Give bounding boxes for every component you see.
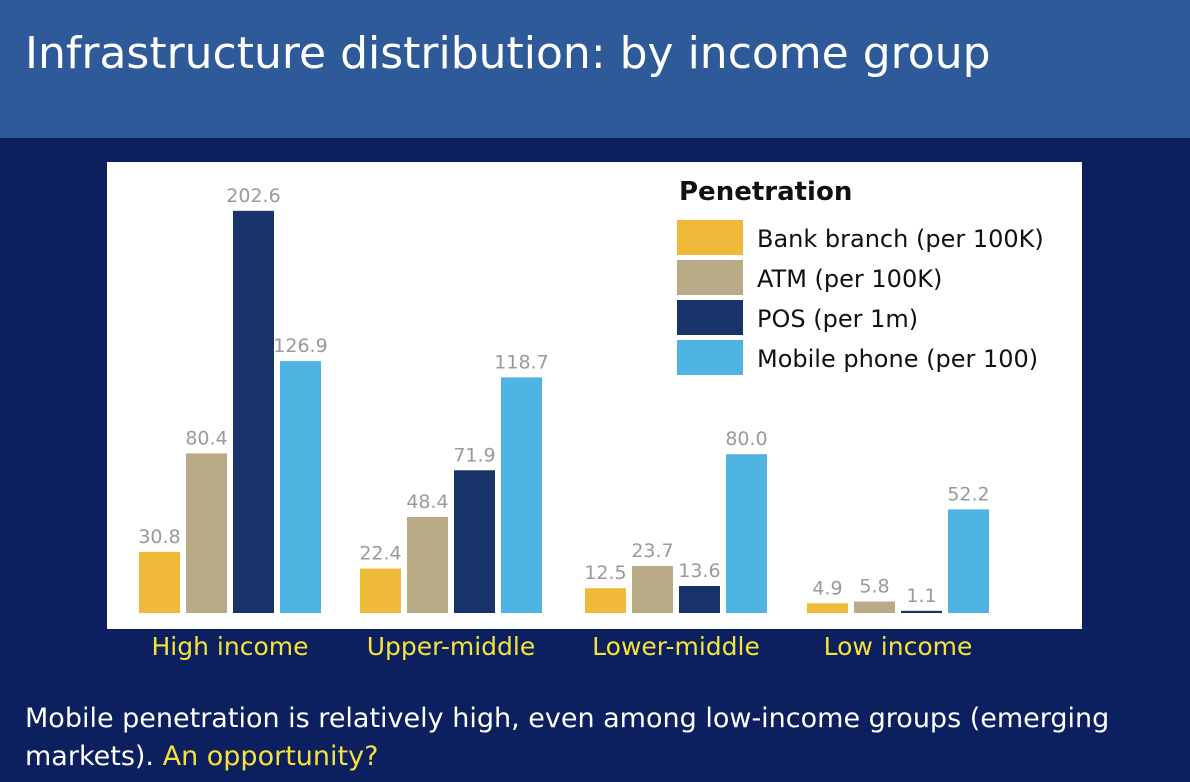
bar-2-1 <box>186 453 227 613</box>
bar-3-4 <box>901 610 942 613</box>
bar-4-3 <box>726 454 767 613</box>
data-label-1-3: 12.5 <box>584 562 626 584</box>
legend-swatch-1 <box>677 220 743 255</box>
bar-4-4 <box>948 509 989 613</box>
bar-3-2 <box>454 470 495 613</box>
data-label-2-3: 23.7 <box>631 540 673 562</box>
bar-4-1 <box>280 361 321 613</box>
data-label-4-3: 80.0 <box>725 428 767 450</box>
bar-1-3 <box>585 588 626 613</box>
bar-1-4 <box>807 603 848 613</box>
caption-highlight: An opportunity? <box>162 741 379 772</box>
legend-title: Penetration <box>679 177 852 207</box>
bar-2-4 <box>854 601 895 613</box>
data-label-1-4: 4.9 <box>812 577 842 599</box>
category-label-1: High income <box>151 632 309 661</box>
category-label-2: Upper-middle <box>366 632 536 661</box>
legend-swatch-4 <box>677 340 743 375</box>
title-bar: Infrastructure distribution: by income g… <box>0 0 1190 138</box>
slide-title: Infrastructure distribution: by income g… <box>25 28 991 79</box>
bar-3-3 <box>679 586 720 613</box>
bar-4-2 <box>501 377 542 613</box>
data-label-2-1: 80.4 <box>185 427 227 449</box>
data-label-1-1: 30.8 <box>138 526 180 548</box>
data-label-4-4: 52.2 <box>947 483 989 505</box>
category-label-4: Low income <box>823 632 973 661</box>
data-label-2-4: 5.8 <box>859 575 889 597</box>
data-label-4-2: 118.7 <box>494 351 548 373</box>
data-label-3-1: 202.6 <box>226 185 280 207</box>
data-label-3-3: 13.6 <box>678 560 720 582</box>
legend-label-2: ATM (per 100K) <box>757 265 942 293</box>
caption-main: Mobile penetration is relatively high, e… <box>25 703 1110 772</box>
data-label-4-1: 126.9 <box>273 335 327 357</box>
data-label-3-4: 1.1 <box>906 585 936 607</box>
category-label-3: Lower-middle <box>592 632 760 661</box>
slide-caption: Mobile penetration is relatively high, e… <box>25 700 1175 776</box>
bar-2-3 <box>632 565 673 613</box>
bar-chart: 30.8 22.4 12.5 4.9 80.4 48.4 23.7 5.8 202.6 71.9 1… <box>138 177 1044 614</box>
bar-1-2 <box>360 568 401 613</box>
legend-label-1: Bank branch (per 100K) <box>757 225 1044 253</box>
legend-swatch-2 <box>677 260 743 295</box>
data-label-2-2: 48.4 <box>406 491 448 513</box>
bar-2-2 <box>407 516 448 613</box>
data-label-1-2: 22.4 <box>359 543 401 565</box>
legend-label-4: Mobile phone (per 100) <box>757 345 1038 373</box>
chart-panel: 30.8 22.4 12.5 4.9 80.4 48.4 23.7 5.8 202.6 71.9 1… <box>107 162 1082 629</box>
bar-1-1 <box>139 551 180 613</box>
legend-label-3: POS (per 1m) <box>757 305 918 333</box>
legend-swatch-3 <box>677 300 743 335</box>
data-label-3-2: 71.9 <box>453 444 495 466</box>
bar-3-1 <box>233 210 274 614</box>
